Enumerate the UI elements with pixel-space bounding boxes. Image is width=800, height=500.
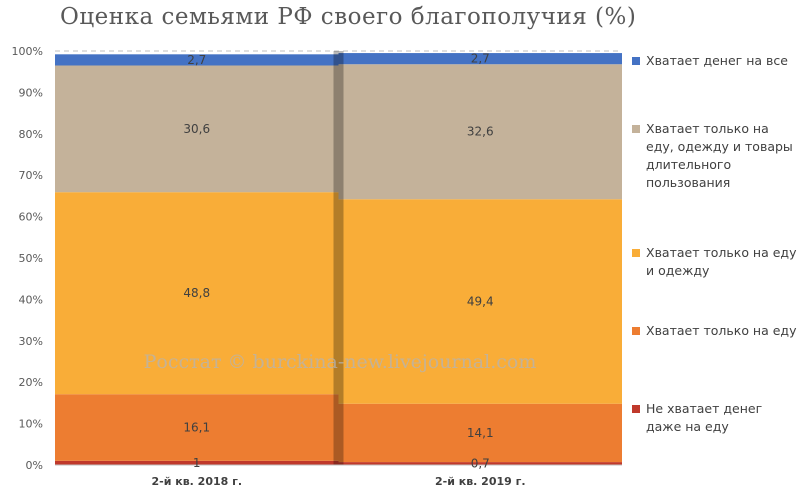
y-tick-label: 90% (19, 86, 43, 99)
y-tick-label: 40% (19, 293, 43, 306)
bars (55, 51, 622, 465)
y-tick-label: 50% (19, 252, 43, 265)
bar-segment (55, 192, 339, 395)
data-labels: 1 16,1 48,8 30,6 2,7 0,7 14,1 49,4 32,6 2,7 (183, 52, 493, 471)
legend-swatch (632, 125, 640, 133)
data-label: 14,1 (467, 426, 494, 440)
x-category-label: 2-й кв. 2018 г. (151, 475, 242, 488)
legend-item: Хватает только на еду и одежду (632, 244, 798, 280)
legend-label: Хватает только на еду, одежду и товары д… (646, 121, 793, 190)
bar-segment (338, 53, 622, 65)
y-tick-label: 60% (19, 211, 43, 224)
legend-item: Хватает только на еду (632, 322, 798, 340)
bar-divider-shadow (333, 51, 344, 465)
legend-label: Хватает только на еду и одежду (646, 245, 797, 278)
x-category-label: 2-й кв. 2019 г. (435, 475, 526, 488)
legend-swatch (632, 57, 640, 65)
y-tick-label: 80% (19, 128, 43, 141)
bar-segment (338, 199, 622, 404)
stacked-bar-chart: 0% 10% 20% 30% 40% 50% 60% 70% 80% 90% 100% 2-й кв.… (12, 45, 622, 488)
bar-segment (55, 394, 339, 461)
bar-segment (338, 64, 622, 200)
legend-label: Не хватает денег даже на еду (646, 401, 763, 434)
data-label: 16,1 (183, 421, 210, 435)
legend: Хватает денег на все Хватает только на ед… (632, 0, 800, 500)
legend-swatch (632, 327, 640, 335)
data-label: 32,6 (467, 125, 494, 139)
data-label: 1 (193, 456, 201, 470)
bar-segment (55, 460, 339, 465)
data-label: 49,4 (467, 294, 494, 308)
y-tick-label: 30% (19, 335, 43, 348)
legend-label: Хватает только на еду (646, 323, 797, 338)
bar-segment (338, 462, 622, 465)
legend-item: Хватает только на еду, одежду и товары д… (632, 120, 798, 192)
legend-label: Хватает денег на все (646, 53, 788, 68)
legend-swatch (632, 405, 640, 413)
data-label: 2,7 (471, 52, 490, 66)
chart-title: Оценка семьями РФ своего благополучия (%… (60, 4, 637, 30)
bar-segment (55, 54, 339, 66)
y-tick-label: 0% (26, 459, 43, 472)
data-label: 0,7 (471, 457, 490, 471)
axes: 0% 10% 20% 30% 40% 50% 60% 70% 80% 90% 100% 2-й кв.… (12, 45, 622, 488)
watermark-text: Росстат © burckina-new.livejournal.com (144, 351, 537, 373)
bar-segment (55, 65, 339, 193)
y-tick-label: 70% (19, 169, 43, 182)
legend-item: Не хватает денег даже на еду (632, 400, 798, 436)
data-label: 2,7 (187, 53, 206, 67)
y-tick-label: 100% (12, 45, 43, 58)
data-label: 30,6 (183, 122, 210, 136)
legend-item: Хватает денег на все (632, 52, 798, 70)
y-tick-label: 20% (19, 376, 43, 389)
data-label: 48,8 (183, 286, 210, 300)
y-tick-label: 10% (19, 418, 43, 431)
bar-segment (338, 403, 622, 463)
legend-swatch (632, 249, 640, 257)
